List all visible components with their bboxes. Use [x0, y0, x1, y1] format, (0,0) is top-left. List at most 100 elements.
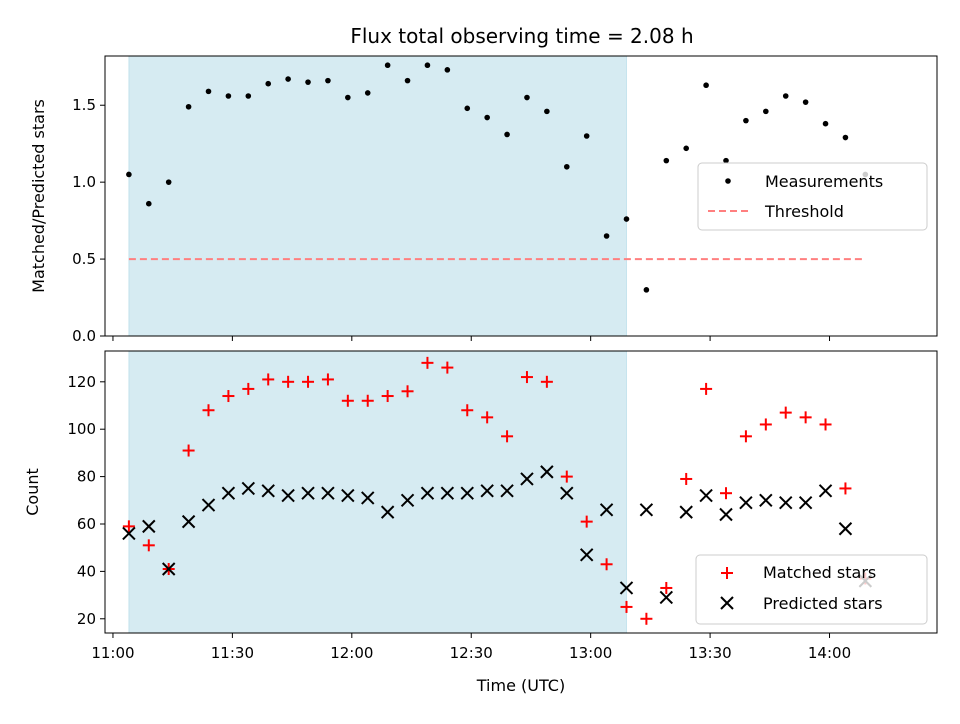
matched-star-point [720, 487, 733, 500]
predicted-star-point [679, 505, 693, 519]
predicted-star-point [838, 522, 853, 536]
predicted-star-point [181, 514, 196, 529]
bottom-y-tick-label: 120 [67, 373, 96, 391]
top-panel-shaded-region [128, 55, 627, 337]
matched-star-point [282, 375, 295, 388]
matched-star-point [202, 404, 215, 417]
measurement-point [763, 108, 769, 115]
measurement-point [464, 105, 471, 112]
legend-predicted-label: Predicted stars [763, 594, 883, 613]
matched-star-point [461, 404, 474, 417]
measurement-point [424, 62, 431, 69]
top-y-tick-label: 1.5 [72, 96, 96, 114]
bottom-x-tick-label: 11:00 [91, 644, 134, 662]
predicted-star-point [380, 505, 395, 519]
measurement-point [345, 94, 351, 101]
predicted-star-point [639, 503, 654, 517]
predicted-star-point [361, 491, 375, 505]
predicted-star-point [599, 503, 614, 517]
matched-star-point [560, 470, 573, 483]
matched-star-point [262, 373, 275, 386]
predicted-star-point [420, 486, 435, 500]
predicted-star-point [201, 498, 216, 512]
matched-star-point [441, 361, 454, 374]
matched-star-point [421, 356, 434, 369]
top-x-axis-ticks [112, 336, 831, 341]
matched-star-point [222, 390, 235, 403]
matched-star-point [660, 581, 673, 594]
measurement-point [563, 163, 570, 170]
predicted-star-point [221, 486, 236, 500]
bottom-legend: Matched stars Predicted stars [695, 554, 928, 625]
matched-star-point [321, 373, 334, 386]
predicted-star-point [500, 484, 514, 498]
matched-star-point [680, 472, 693, 485]
matched-star-point [501, 430, 514, 443]
measurement-point [683, 145, 690, 152]
predicted-star-point [460, 486, 474, 500]
measurement-point [126, 171, 132, 178]
predicted-star-point [520, 472, 534, 486]
measurement-point [185, 103, 192, 110]
predicted-star-point [321, 486, 335, 500]
measurement-point [822, 120, 829, 127]
measurement-point [384, 62, 391, 69]
bottom-y-axis-ticks: 20 40 60 80 100 120 [67, 373, 105, 628]
measurement-point [544, 108, 550, 115]
predicted-star-point [440, 486, 455, 500]
bottom-y-axis-label: Count [23, 468, 42, 516]
predicted-star-point [779, 495, 793, 510]
top-panel: 0.0 0.5 1.0 1.5 Matched/Predicted stars Mea… [29, 55, 938, 345]
measurement-point [265, 80, 272, 87]
matched-star-point [381, 390, 394, 403]
bottom-x-tick-label: 11:30 [211, 644, 254, 662]
predicted-star-point [719, 507, 733, 522]
measurement-point [364, 90, 371, 96]
measurement-point [145, 200, 152, 207]
matched-star-point [759, 418, 772, 431]
predicted-star-point [261, 484, 275, 498]
matched-star-point [341, 394, 354, 407]
matched-star-point [839, 482, 852, 495]
bottom-panel-shaded-region [128, 350, 627, 634]
predicted-star-point [142, 519, 156, 534]
x-axis-label: Time (UTC) [476, 676, 565, 695]
bottom-y-tick-label: 60 [77, 515, 96, 533]
predicted-star-point [540, 465, 554, 479]
matched-star-point [819, 418, 832, 431]
measurement-point [723, 157, 729, 164]
predicted-stars-points [122, 465, 873, 605]
top-panel-frame [104, 55, 938, 337]
bottom-y-tick-label: 100 [67, 420, 96, 438]
measurement-point [404, 77, 411, 84]
matched-star-point [779, 406, 792, 419]
legend-measurements-marker [725, 178, 731, 184]
predicted-star-point [798, 495, 813, 510]
top-legend-box [697, 162, 928, 231]
legend-matched-label: Matched stars [763, 563, 876, 582]
top-y-axis-ticks: 0.0 0.5 1.0 1.5 [72, 96, 105, 345]
top-y-axis-label: Matched/Predicted stars [29, 99, 48, 293]
matched-star-point [600, 558, 613, 571]
measurement-point [743, 117, 749, 124]
matched-star-point [640, 612, 653, 625]
predicted-star-point [480, 484, 494, 498]
predicted-star-point [759, 493, 773, 508]
measurement-point [165, 179, 172, 185]
bottom-y-tick-label: 40 [77, 562, 96, 580]
legend-matched-marker [721, 567, 733, 579]
matched-star-point [481, 411, 494, 424]
predicted-star-point [161, 562, 176, 576]
measurement-point [484, 114, 490, 121]
predicted-star-point [560, 486, 574, 500]
chart-title: Flux total observing time = 2.08 h [350, 24, 693, 48]
measurement-point [603, 233, 610, 239]
measurement-point [802, 99, 809, 105]
bottom-x-tick-label: 12:30 [450, 644, 493, 662]
measurement-point [205, 88, 212, 95]
legend-measurements-label: Measurements [765, 172, 883, 191]
measurement-point [225, 93, 232, 99]
matched-star-point [142, 539, 155, 552]
top-y-tick-label: 0.5 [72, 250, 96, 268]
matched-star-point [520, 371, 533, 384]
